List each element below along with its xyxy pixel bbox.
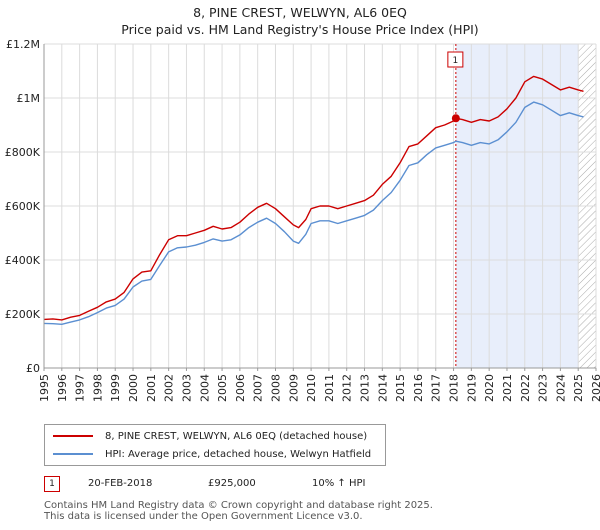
price-chart: 1 £0 £200K £400K £600K £800K £1M £1.2M 1995 1996 1… [5, 38, 600, 402]
x-tick-label: 2025 [572, 374, 585, 402]
footer: Contains HM Land Registry data © Crown c… [44, 500, 564, 522]
sale-row: 1 20-FEB-2018 £925,000 10% ↑ HPI [44, 476, 564, 494]
x-tick-label: 2005 [216, 374, 229, 402]
legend-item-hpi: HPI: Average price, detached house, Welw… [53, 446, 371, 462]
sale-annotation-box [447, 51, 464, 68]
y-tick-label: £1M [17, 92, 41, 105]
x-tick-label: 1999 [109, 374, 122, 402]
legend-item-property: 8, PINE CREST, WELWYN, AL6 0EQ (detached… [53, 428, 367, 444]
x-tick-label: 2015 [394, 374, 407, 402]
x-tick-label: 2024 [554, 374, 567, 402]
x-tick-label: 1996 [56, 374, 69, 402]
x-tick-label: 2016 [412, 374, 425, 402]
x-tick-label: 2009 [287, 374, 300, 402]
x-tick-label: 2017 [430, 374, 443, 402]
chart-title-line2: Price paid vs. HM Land Registry's House … [121, 22, 479, 37]
y-tick-label: £600K [5, 200, 41, 213]
x-tick-label: 1997 [74, 374, 87, 402]
x-tick-label: 2022 [519, 374, 532, 402]
y-tick-label: £200K [5, 308, 41, 321]
legend-label-hpi: HPI: Average price, detached house, Welw… [105, 448, 372, 460]
sale-annotation-label: 1 [452, 56, 458, 66]
sale-price: £925,000 [208, 478, 256, 489]
x-tick-label: 1998 [91, 374, 104, 402]
x-tick-label: 2002 [163, 374, 176, 402]
x-tick-label: 2020 [483, 374, 496, 402]
x-tick-label: 2006 [234, 374, 247, 402]
sale-marker-box: 1 [44, 476, 60, 492]
x-tick-label: 2010 [305, 374, 318, 402]
legend-swatch-property [53, 435, 93, 437]
x-tick-label: 2011 [323, 374, 336, 402]
x-tick-label: 2007 [252, 374, 265, 402]
y-tick-label: £800K [5, 146, 41, 159]
x-tick-label: 2003 [180, 374, 193, 402]
x-tick-label: 2013 [359, 374, 372, 402]
y-tick-label: £400K [5, 254, 41, 267]
series-line-property [43, 75, 584, 321]
y-tick-label: £1.2M [6, 38, 40, 51]
footer-line2: This data is licensed under the Open Gov… [44, 511, 363, 522]
x-tick-label: 2000 [127, 374, 140, 402]
x-tick-label: 1995 [38, 374, 51, 402]
sale-point [451, 114, 460, 123]
legend-swatch-hpi [53, 453, 93, 455]
series-line-hpi [43, 101, 584, 325]
y-tick-label: £0 [26, 362, 40, 375]
x-tick-label: 2023 [537, 374, 550, 402]
x-tick-label: 2001 [145, 374, 158, 402]
chart-title-line1: 8, PINE CREST, WELWYN, AL6 0EQ [193, 5, 407, 20]
x-tick-label: 2008 [269, 374, 282, 402]
sale-hpi-change: 10% ↑ HPI [312, 478, 366, 489]
sale-date: 20-FEB-2018 [88, 478, 153, 489]
x-tick-label: 2018 [448, 374, 461, 402]
x-tick-label: 2026 [590, 374, 600, 402]
legend: 8, PINE CREST, WELWYN, AL6 0EQ (detached… [44, 424, 386, 466]
legend-label-property: 8, PINE CREST, WELWYN, AL6 0EQ (detached… [105, 430, 368, 442]
x-tick-label: 2019 [465, 374, 478, 402]
x-tick-label: 2004 [198, 374, 211, 402]
chart-title: 8, PINE CREST, WELWYN, AL6 0EQ Price pai… [0, 4, 600, 38]
footer-line1: Contains HM Land Registry data © Crown c… [44, 500, 433, 511]
x-tick-label: 2014 [376, 374, 389, 402]
x-tick-label: 2021 [501, 374, 514, 402]
x-tick-label: 2012 [341, 374, 354, 402]
